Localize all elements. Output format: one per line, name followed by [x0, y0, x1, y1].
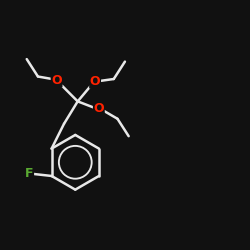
- Text: O: O: [94, 102, 104, 115]
- Text: O: O: [90, 75, 101, 88]
- Text: F: F: [25, 167, 34, 180]
- Text: O: O: [51, 74, 62, 87]
